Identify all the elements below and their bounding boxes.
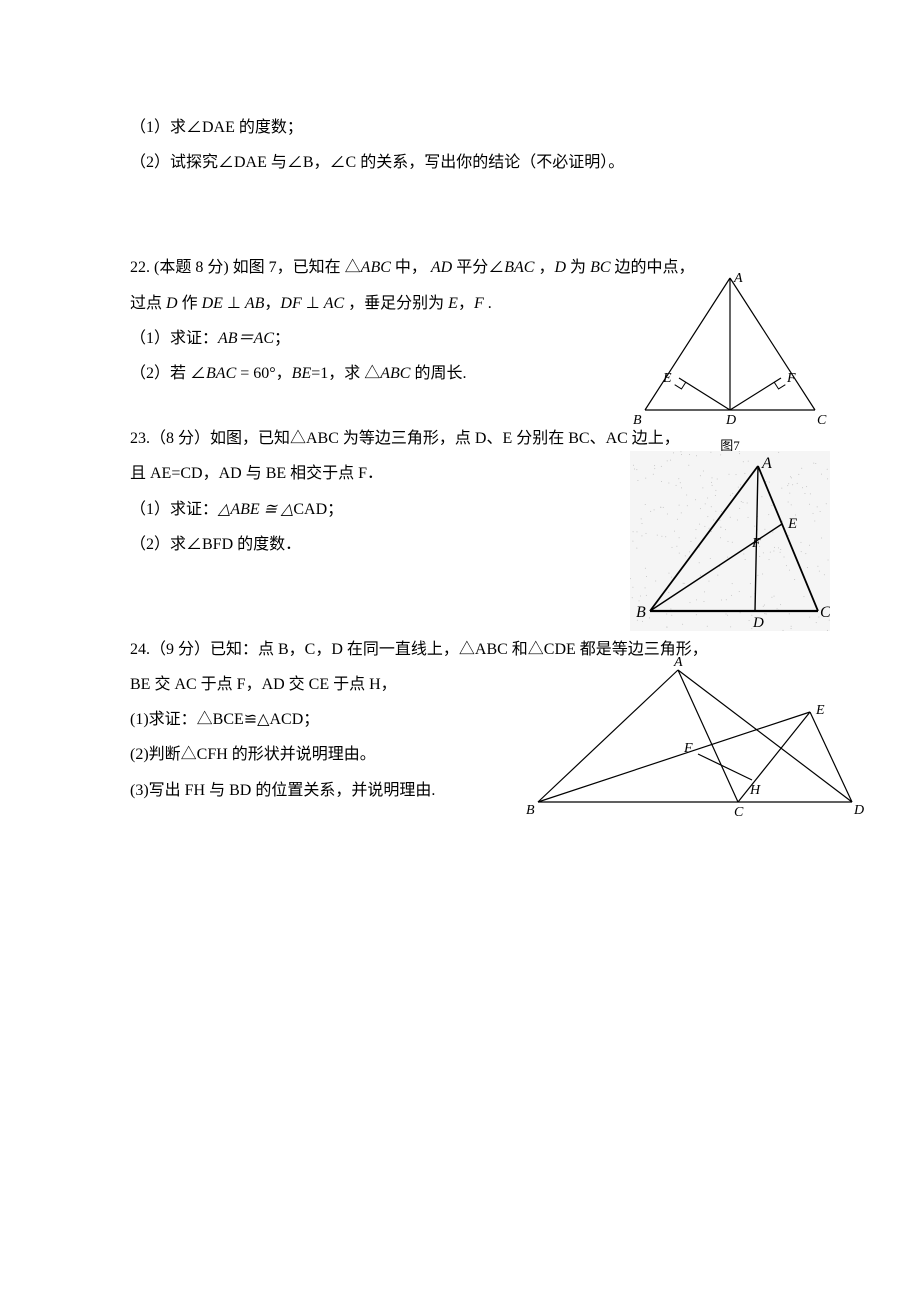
t: BAC: [206, 365, 236, 382]
t: ⊥: [302, 295, 324, 312]
t: ，: [534, 259, 554, 276]
t: ，垂足分别为: [344, 295, 448, 312]
t: BAC: [504, 259, 534, 276]
q23-line2: 且 AE=CD，AD 与 BE 相交于点 F．: [130, 456, 810, 491]
t: 为: [566, 259, 590, 276]
q22-intro: 22. (本题 8 分) 如图 7，已知在 △ABC 中， AD 平分∠BAC …: [130, 250, 810, 285]
t: = 60°，: [236, 365, 291, 382]
t: BC: [590, 259, 610, 276]
q22-p1: （1）求证：AB＝AC；: [130, 321, 810, 356]
svg-text:C: C: [820, 604, 830, 621]
t: （1）求证：: [130, 330, 218, 347]
q24-block: ABCDEFH 24.（9 分）已知：点 B，C，D 在同一直线上，△ABC 和…: [130, 632, 810, 808]
t: 的周长.: [410, 365, 466, 382]
t: 作: [178, 295, 202, 312]
q22-line2: 过点 D 作 DE ⊥ AB，DF ⊥ AC ，垂足分别为 E，F .: [130, 286, 810, 321]
q24-p1: (1)求证：△BCE≌△ACD；: [130, 702, 810, 737]
q23-p1: （1）求证：△ABE ≅ △CAD；: [130, 492, 810, 527]
q23-p2: （2）求∠BFD 的度数．: [130, 527, 810, 562]
t: ；: [274, 330, 290, 347]
t: （1）求证：: [130, 501, 218, 518]
t: （2）若 ∠: [130, 365, 206, 382]
svg-text:D: D: [752, 615, 764, 631]
t: D: [554, 259, 566, 276]
t: ，: [458, 295, 474, 312]
t: 过点: [130, 295, 166, 312]
svg-text:C: C: [817, 413, 827, 428]
q22-block: ABCDEF 图7 22. (本题 8 分) 如图 7，已知在 △ABC 中， …: [130, 250, 810, 391]
t: △ABE ≅ △: [218, 501, 293, 518]
q21-part1: （1）求∠DAE 的度数；: [130, 110, 810, 145]
t: ABC: [380, 365, 410, 382]
t: DF: [280, 295, 301, 312]
q24-line2: BE 交 AC 于点 F，AD 交 CE 于点 H，: [130, 667, 810, 702]
t: DE: [202, 295, 223, 312]
t: D: [166, 295, 178, 312]
t: AD: [431, 259, 452, 276]
q24-intro: 24.（9 分）已知：点 B，C，D 在同一直线上，△ABC 和△CDE 都是等…: [130, 632, 810, 667]
q21-part2: （2）试探究∠DAE 与∠B，∠C 的关系，写出你的结论（不必证明）。: [130, 145, 810, 180]
t: AB: [245, 295, 265, 312]
t: .: [484, 295, 492, 312]
q23-intro: 23.（8 分）如图，已知△ABC 为等边三角形，点 D、E 分别在 BC、AC…: [130, 421, 810, 456]
svg-text:B: B: [636, 604, 646, 621]
t: AC: [324, 295, 344, 312]
q23-block: ABCDEF 23.（8 分）如图，已知△ABC 为等边三角形，点 D、E 分别…: [130, 421, 810, 562]
q24-p3: (3)写出 FH 与 BD 的位置关系，并说明理由.: [130, 773, 810, 808]
t: AB＝AC: [218, 330, 274, 347]
t: CAD；: [293, 501, 343, 518]
t: ABC: [361, 259, 391, 276]
t: 中，: [391, 259, 431, 276]
t: F: [474, 295, 484, 312]
q24-p2: (2)判断△CFH 的形状并说明理由。: [130, 737, 810, 772]
q22-p2: （2）若 ∠BAC = 60°，BE=1，求 △ABC 的周长.: [130, 356, 810, 391]
t: ⊥: [223, 295, 245, 312]
t: E: [448, 295, 458, 312]
t: 22. (本题 8 分) 如图 7，已知在 △: [130, 259, 361, 276]
t: 边的中点，: [611, 259, 695, 276]
t: ，: [264, 295, 280, 312]
t: =1，求 △: [311, 365, 380, 382]
t: 平分∠: [452, 259, 504, 276]
svg-text:E: E: [815, 703, 825, 718]
t: BE: [292, 365, 312, 382]
svg-text:D: D: [853, 803, 864, 818]
